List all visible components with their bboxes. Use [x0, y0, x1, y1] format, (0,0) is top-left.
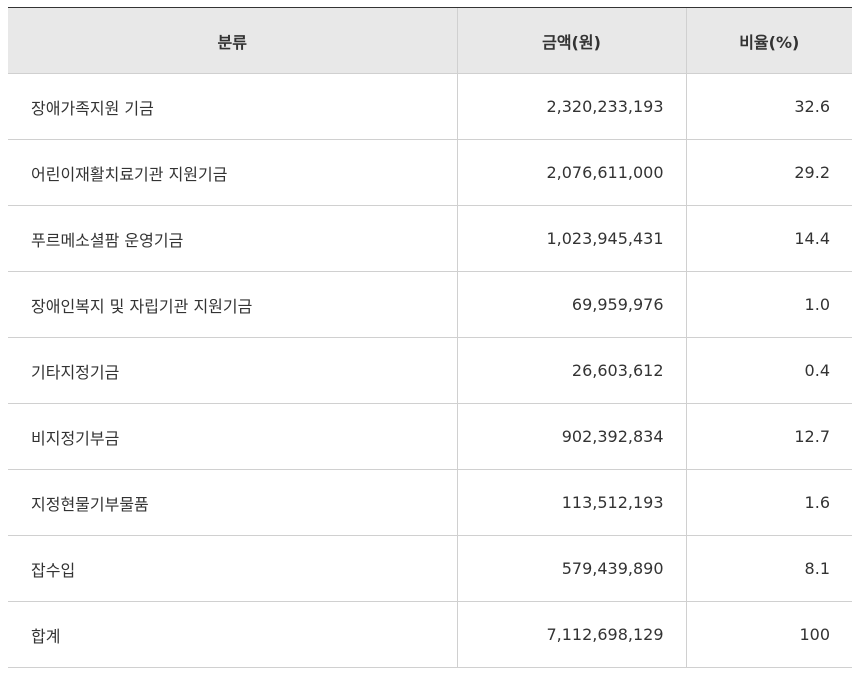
category-cell: 지정현물기부물품 [8, 469, 457, 536]
amount-cell: 2,320,233,193 [456, 73, 686, 140]
table-row: 기타지정기금 26,603,612 0.4 [8, 337, 852, 404]
table-row: 잡수입 579,439,890 8.1 [8, 535, 852, 602]
ratio-cell: 12.7 [685, 403, 852, 470]
total-row: 합계 7,112,698,129 100 [8, 601, 852, 668]
table-row: 장애가족지원 기금 2,320,233,193 32.6 [8, 73, 852, 140]
total-ratio-cell: 100 [685, 601, 852, 668]
category-cell: 푸르메소셜팜 운영기금 [8, 205, 457, 272]
category-cell: 장애인복지 및 자립기관 지원기금 [8, 271, 457, 338]
table-header: 분류 금액(원) 비율(%) [8, 7, 852, 74]
amount-cell: 26,603,612 [456, 337, 686, 404]
amount-cell: 902,392,834 [456, 403, 686, 470]
category-cell: 어린이재활치료기관 지원기금 [8, 139, 457, 206]
header-ratio: 비율(%) [685, 7, 852, 74]
amount-cell: 1,023,945,431 [456, 205, 686, 272]
table-body: 장애가족지원 기금 2,320,233,193 32.6 어린이재활치료기관 지… [8, 73, 852, 668]
ratio-cell: 14.4 [685, 205, 852, 272]
table-row: 지정현물기부물품 113,512,193 1.6 [8, 469, 852, 536]
donation-table-container: 분류 금액(원) 비율(%) 장애가족지원 기금 2,320,233,193 3… [8, 7, 852, 668]
amount-cell: 113,512,193 [456, 469, 686, 536]
table-row: 장애인복지 및 자립기관 지원기금 69,959,976 1.0 [8, 271, 852, 338]
ratio-cell: 29.2 [685, 139, 852, 206]
category-cell: 기타지정기금 [8, 337, 457, 404]
header-row: 분류 금액(원) 비율(%) [8, 7, 852, 74]
category-cell: 잡수입 [8, 535, 457, 602]
ratio-cell: 1.6 [685, 469, 852, 536]
table-row: 비지정기부금 902,392,834 12.7 [8, 403, 852, 470]
table-row: 어린이재활치료기관 지원기금 2,076,611,000 29.2 [8, 139, 852, 206]
ratio-cell: 32.6 [685, 73, 852, 140]
amount-cell: 579,439,890 [456, 535, 686, 602]
total-amount-cell: 7,112,698,129 [456, 601, 686, 668]
category-cell: 비지정기부금 [8, 403, 457, 470]
amount-cell: 69,959,976 [456, 271, 686, 338]
header-amount: 금액(원) [456, 7, 686, 74]
table-row: 푸르메소셜팜 운영기금 1,023,945,431 14.4 [8, 205, 852, 272]
total-label-cell: 합계 [8, 601, 457, 668]
header-category: 분류 [8, 7, 457, 74]
ratio-cell: 1.0 [685, 271, 852, 338]
ratio-cell: 8.1 [685, 535, 852, 602]
ratio-cell: 0.4 [685, 337, 852, 404]
donation-table: 분류 금액(원) 비율(%) 장애가족지원 기금 2,320,233,193 3… [8, 7, 852, 668]
amount-cell: 2,076,611,000 [456, 139, 686, 206]
category-cell: 장애가족지원 기금 [8, 73, 457, 140]
